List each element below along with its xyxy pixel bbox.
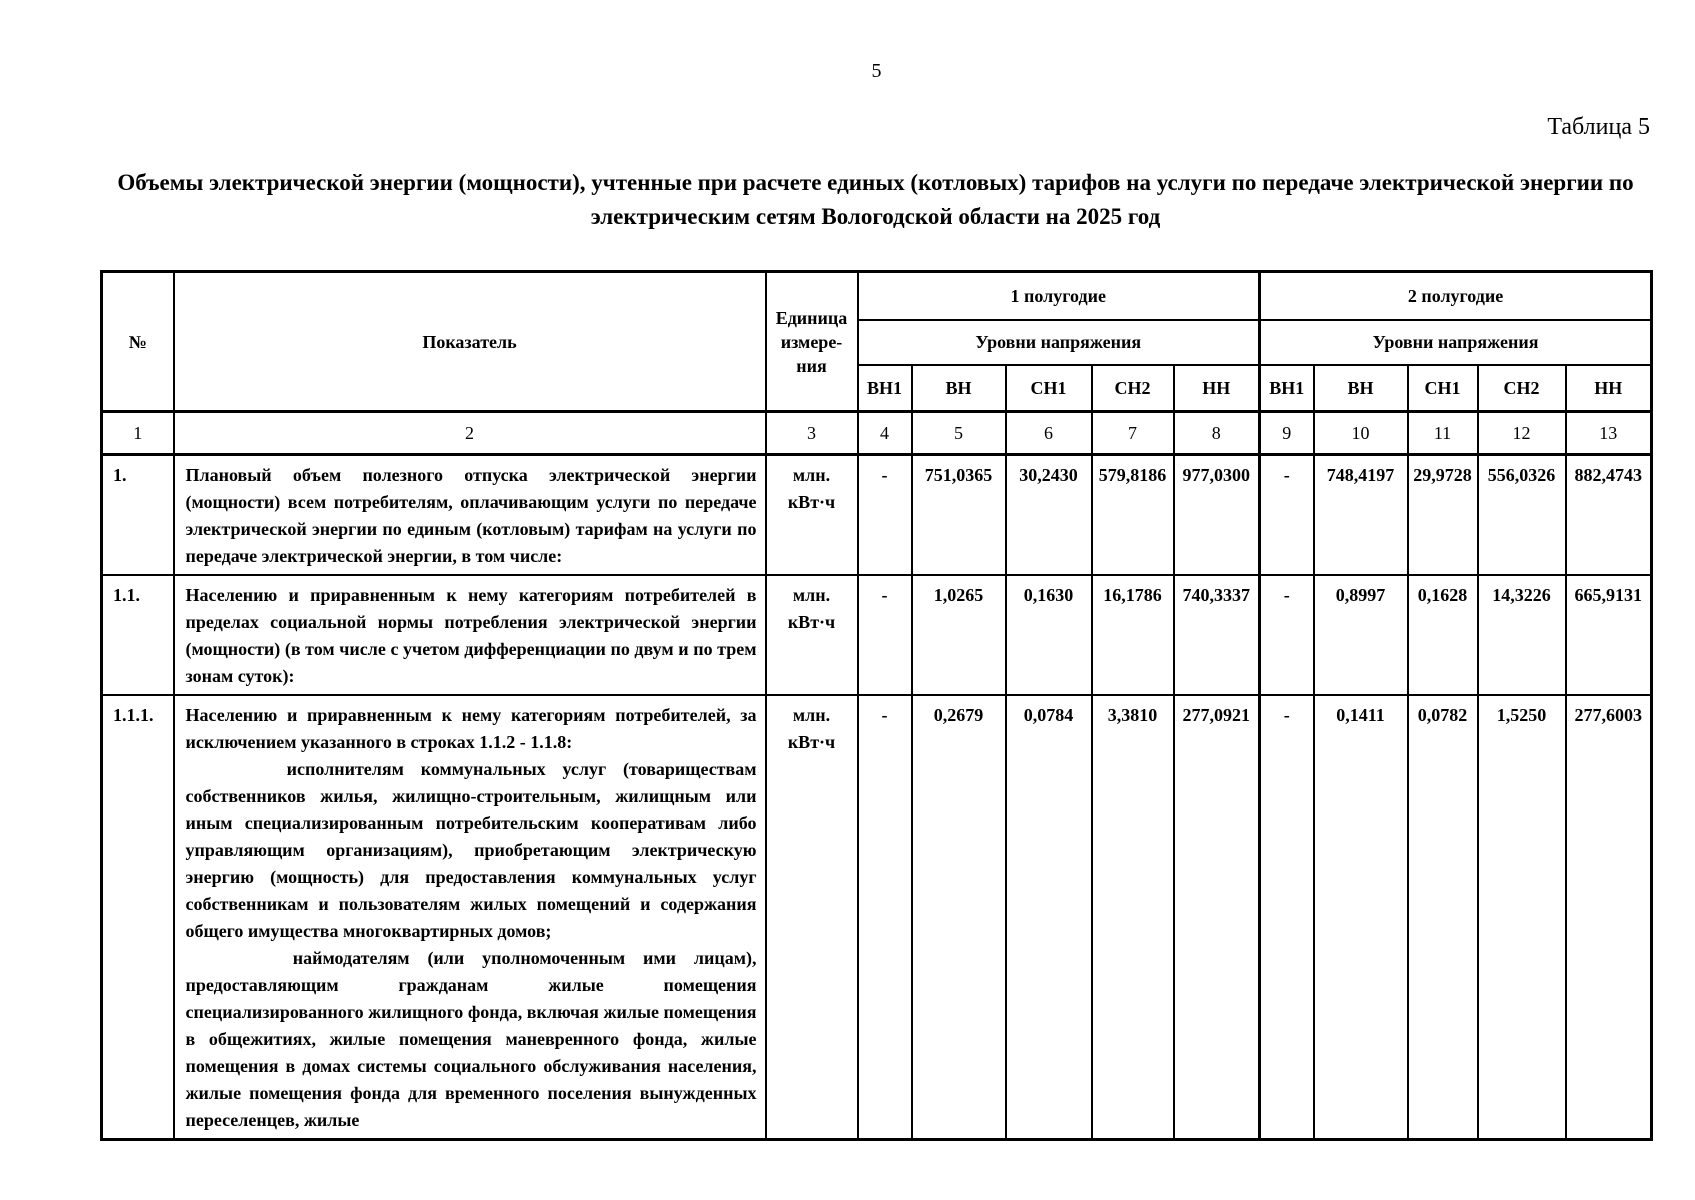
header-sn1-h1: СН1 bbox=[1004, 363, 1093, 413]
table-body: 1. Плановый объем полезного отпуска элек… bbox=[100, 453, 1653, 1141]
value-cell: 579,8186 bbox=[1090, 453, 1175, 576]
indicator-cell: Населению и приравненным к нему категори… bbox=[172, 694, 767, 1141]
page-number: 5 bbox=[871, 60, 882, 82]
header-nn-h2: НН bbox=[1564, 363, 1653, 413]
header-nn-h1: НН bbox=[1172, 363, 1262, 413]
header-half2: 2 полугодие bbox=[1258, 270, 1653, 321]
value-cell: 0,0782 bbox=[1406, 694, 1479, 1141]
value-cell: 277,0921 bbox=[1172, 694, 1262, 1141]
value-cell: 751,0365 bbox=[910, 453, 1007, 576]
header-vn-h1: ВН bbox=[910, 363, 1007, 413]
header-half1: 1 полугодие bbox=[856, 270, 1262, 321]
header-unit: Единица измере- ния bbox=[764, 270, 859, 413]
value-cell: 0,1630 bbox=[1004, 574, 1093, 696]
tariff-volumes-table: № Показатель Единица измере- ния 1 полуг… bbox=[100, 270, 1654, 1141]
header-vn1-h2: ВН1 bbox=[1258, 363, 1315, 413]
header-number: № bbox=[100, 270, 175, 413]
table-row: 1.1. Населению и приравненным к нему кат… bbox=[100, 574, 1653, 696]
value-cell: - bbox=[856, 694, 913, 1141]
indicator-cell: Населению и приравненным к нему категори… bbox=[172, 574, 767, 696]
table-header: № Показатель Единица измере- ния 1 полуг… bbox=[100, 270, 1653, 456]
value-cell: - bbox=[1258, 453, 1315, 576]
value-cell: 0,8997 bbox=[1312, 574, 1409, 696]
colnum: 10 bbox=[1312, 410, 1409, 456]
indicator-cell: Плановый объем полезного отпуска электри… bbox=[172, 453, 767, 576]
value-cell: 882,4743 bbox=[1564, 453, 1653, 576]
row-number-cell: 1.1. bbox=[100, 574, 175, 696]
value-cell: - bbox=[856, 574, 913, 696]
row-number-cell: 1.1.1. bbox=[100, 694, 175, 1141]
colnum: 1 bbox=[100, 410, 175, 456]
column-numbers-row: 1 2 3 4 5 6 7 8 9 10 11 12 13 bbox=[100, 410, 1653, 456]
colnum: 9 bbox=[1258, 410, 1315, 456]
unit-cell: млн. кВт·ч bbox=[764, 574, 859, 696]
colnum: 5 bbox=[910, 410, 1007, 456]
header-voltage-levels-2: Уровни напряжения bbox=[1258, 318, 1653, 366]
colnum: 2 bbox=[172, 410, 767, 456]
colnum: 6 bbox=[1004, 410, 1093, 456]
header-vn-h2: ВН bbox=[1312, 363, 1409, 413]
value-cell: 1,0265 bbox=[910, 574, 1007, 696]
value-cell: - bbox=[856, 453, 913, 576]
value-cell: 0,1628 bbox=[1406, 574, 1479, 696]
unit-cell: млн. кВт·ч bbox=[764, 694, 859, 1141]
row-number-cell: 1. bbox=[100, 453, 175, 576]
value-cell: 0,0784 bbox=[1004, 694, 1093, 1141]
value-cell: 30,2430 bbox=[1004, 453, 1093, 576]
colnum: 8 bbox=[1172, 410, 1262, 456]
colnum: 7 bbox=[1090, 410, 1175, 456]
value-cell: 0,2679 bbox=[910, 694, 1007, 1141]
value-cell: 3,3810 bbox=[1090, 694, 1175, 1141]
value-cell: 748,4197 bbox=[1312, 453, 1409, 576]
value-cell: 556,0326 bbox=[1476, 453, 1567, 576]
table-row: 1.1.1. Населению и приравненным к нему к… bbox=[100, 694, 1653, 1141]
header-sn1-h2: СН1 bbox=[1406, 363, 1479, 413]
value-cell: - bbox=[1258, 694, 1315, 1141]
header-vn1-h1: ВН1 bbox=[856, 363, 913, 413]
header-sn2-h1: СН2 bbox=[1090, 363, 1175, 413]
unit-cell: млн. кВт·ч bbox=[764, 453, 859, 576]
value-cell: 740,3337 bbox=[1172, 574, 1262, 696]
value-cell: 14,3226 bbox=[1476, 574, 1567, 696]
table-caption-label: Таблица 5 bbox=[1547, 114, 1650, 140]
value-cell: 665,9131 bbox=[1564, 574, 1653, 696]
value-cell: 29,9728 bbox=[1406, 453, 1479, 576]
value-cell: 0,1411 bbox=[1312, 694, 1409, 1141]
value-cell: 16,1786 bbox=[1090, 574, 1175, 696]
value-cell: 277,6003 bbox=[1564, 694, 1653, 1141]
colnum: 4 bbox=[856, 410, 913, 456]
colnum: 12 bbox=[1476, 410, 1567, 456]
colnum: 13 bbox=[1564, 410, 1653, 456]
colnum: 3 bbox=[764, 410, 859, 456]
header-voltage-levels-1: Уровни напряжения bbox=[856, 318, 1262, 366]
header-sn2-h2: СН2 bbox=[1476, 363, 1567, 413]
document-title: Объемы электрической энергии (мощности),… bbox=[117, 170, 1634, 229]
table-row: 1. Плановый объем полезного отпуска элек… bbox=[100, 453, 1653, 576]
value-cell: - bbox=[1258, 574, 1315, 696]
colnum: 11 bbox=[1406, 410, 1479, 456]
value-cell: 977,0300 bbox=[1172, 453, 1262, 576]
header-indicator: Показатель bbox=[172, 270, 767, 413]
value-cell: 1,5250 bbox=[1476, 694, 1567, 1141]
